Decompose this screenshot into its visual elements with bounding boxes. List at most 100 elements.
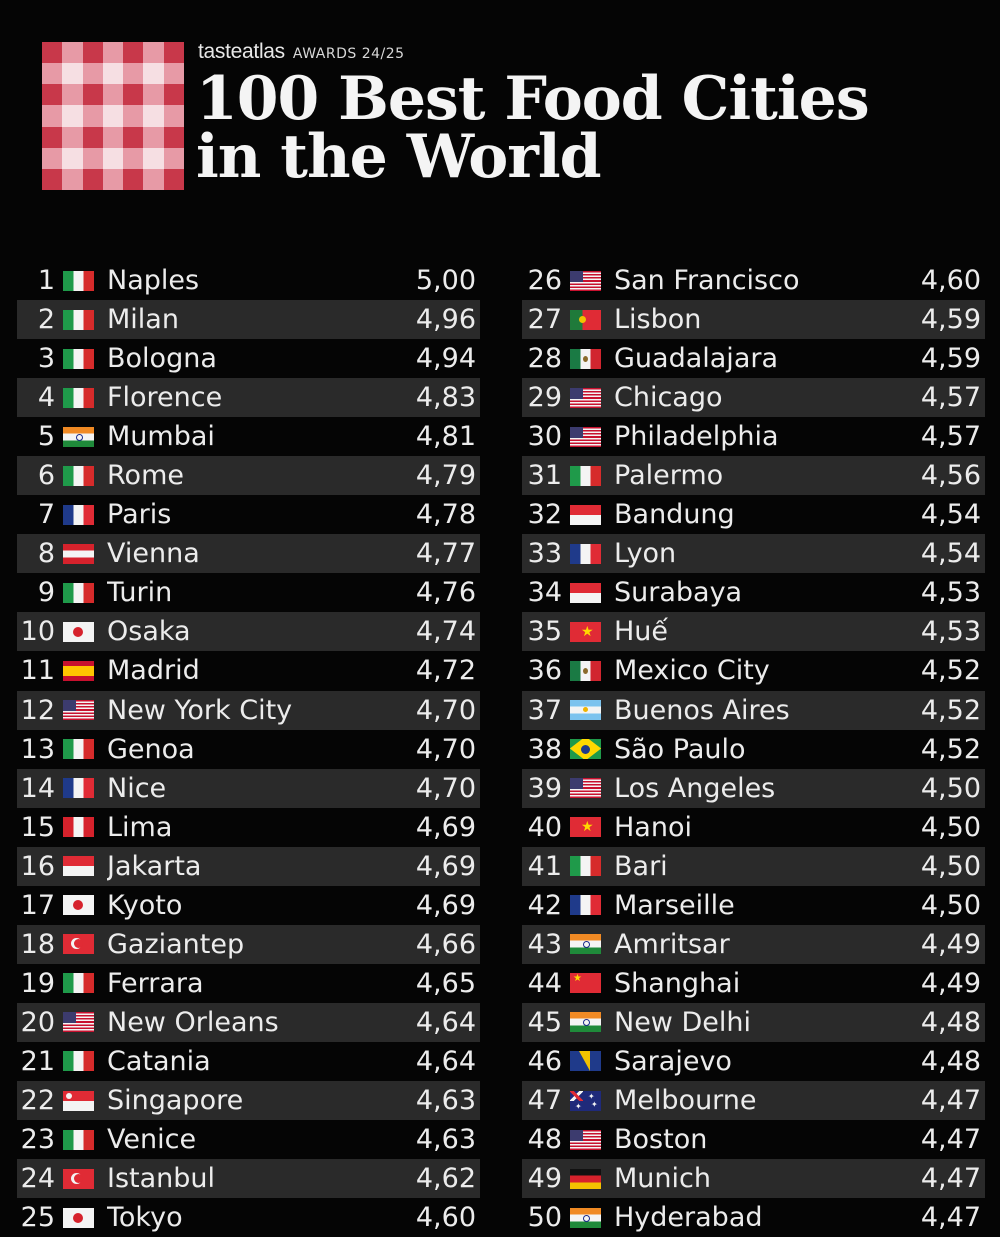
city-name: Munich [614, 1163, 711, 1195]
rank-number: 13 [20, 733, 55, 765]
logo-cell [143, 84, 164, 106]
city-name: Mexico City [614, 655, 770, 687]
france-flag-icon [63, 504, 94, 525]
italy-flag-icon [570, 856, 601, 877]
rank-number: 32 [527, 499, 562, 531]
rank-number: 18 [20, 928, 55, 960]
city-name: Venice [107, 1124, 197, 1156]
rank-number: 44 [527, 967, 562, 999]
logo-cell [82, 84, 103, 106]
logo-cell [143, 63, 164, 85]
city-name: Philadelphia [614, 421, 779, 453]
logo-cell [82, 126, 103, 148]
rank-number: 37 [527, 694, 562, 726]
logo-cell [102, 84, 124, 106]
city-name: Istanbul [107, 1163, 216, 1195]
title-line-2: in the World [196, 122, 602, 192]
rank-number: 36 [527, 655, 562, 687]
score-value: 4,52 [920, 694, 981, 726]
city-name: Bandung [614, 499, 735, 531]
rank-number: 15 [20, 811, 55, 843]
rank-number: 26 [527, 265, 562, 297]
city-name: Huế [614, 616, 669, 648]
logo-cell [82, 168, 103, 190]
ranking-row: 20 New Orleans 4,64 [17, 1002, 480, 1042]
score-value: 4,47 [920, 1202, 981, 1234]
ranking-row: 42 Marseille 4,50 [522, 886, 985, 925]
score-value: 4,53 [920, 616, 981, 648]
score-value: 4,52 [920, 733, 981, 765]
city-name: Paris [107, 499, 172, 531]
ranking-row: 25 Tokyo 4,60 [17, 1198, 480, 1237]
rank-number: 20 [20, 1006, 55, 1038]
ranking-row: 17 Kyoto 4,69 [17, 886, 480, 925]
score-value: 4,70 [415, 733, 476, 765]
germany-flag-icon [570, 1168, 601, 1189]
rank-number: 48 [527, 1124, 562, 1156]
italy-flag-icon [63, 1129, 94, 1150]
city-name: Milan [107, 304, 179, 336]
city-name: Catania [107, 1045, 211, 1077]
score-value: 4,72 [415, 655, 476, 687]
ranking-row: 40 ★ Hanoi 4,50 [522, 808, 985, 847]
logo-cell [102, 147, 124, 169]
ranking-row: 33 Lyon 4,54 [522, 534, 985, 574]
italy-flag-icon [63, 739, 94, 760]
logo-cell [82, 147, 103, 169]
ranking-row: 10 Osaka 4,74 [17, 612, 480, 652]
score-value: 4,60 [415, 1202, 476, 1234]
turkey-flag-icon [63, 1168, 94, 1189]
city-name: Boston [614, 1124, 708, 1156]
rank-number: 29 [527, 382, 562, 414]
usa-flag-icon [570, 1129, 601, 1150]
ranking-row: 23 Venice 4,63 [17, 1120, 480, 1159]
rank-number: 47 [527, 1085, 562, 1116]
india-flag-icon [63, 426, 94, 447]
city-name: Sarajevo [614, 1045, 732, 1077]
logo-cell [163, 63, 184, 85]
rank-number: 23 [20, 1124, 55, 1156]
ranking-row: 18 Gaziantep 4,66 [17, 924, 480, 964]
ranking-row: 5 Mumbai 4,81 [17, 417, 480, 456]
rank-number: 7 [37, 499, 55, 531]
city-name: Turin [107, 577, 173, 609]
peru-flag-icon [63, 817, 94, 838]
mexico-flag-icon [570, 348, 601, 369]
city-name: Bari [614, 850, 668, 882]
usa-flag-icon [570, 426, 601, 447]
ranking-row: 8 Vienna 4,77 [17, 534, 480, 574]
rank-number: 5 [37, 421, 55, 453]
rank-number: 8 [37, 538, 55, 570]
rank-number: 2 [37, 304, 55, 336]
city-name: Lisbon [614, 304, 702, 336]
ranking-row: 37 Buenos Aires 4,52 [522, 690, 985, 730]
ranking-row: 3 Bologna 4,94 [17, 339, 480, 378]
rank-number: 9 [37, 577, 55, 609]
city-name: Tokyo [107, 1202, 183, 1234]
indonesia-flag-icon [570, 504, 601, 525]
rank-number: 3 [37, 343, 55, 375]
logo-cell [123, 63, 144, 85]
italy-flag-icon [63, 973, 94, 994]
city-name: Gaziantep [107, 928, 245, 960]
spain-flag-icon [63, 660, 94, 681]
ranking-column-right: 26 San Francisco 4,60 27 Lisbon 4,59 28 Guadala… [522, 261, 985, 1237]
score-value: 4,77 [415, 538, 476, 570]
city-name: Nice [107, 772, 167, 804]
rank-number: 31 [527, 460, 562, 492]
score-value: 4,66 [415, 928, 476, 960]
ranking-row: 45 New Delhi 4,48 [522, 1002, 985, 1042]
rank-number: 27 [527, 304, 562, 336]
logo-cell [123, 168, 144, 190]
ranking-row: 22 Singapore 4,63 [17, 1080, 480, 1121]
logo-cell [163, 84, 184, 106]
score-value: 4,50 [920, 850, 981, 882]
ranking-row: 19 Ferrara 4,65 [17, 964, 480, 1003]
ranking-row: 24 Istanbul 4,62 [17, 1159, 480, 1199]
argentina-flag-icon [570, 700, 601, 721]
score-value: 4,64 [415, 1006, 476, 1038]
usa-flag-icon [63, 700, 94, 721]
city-name: Amritsar [614, 928, 730, 960]
score-value: 4,57 [920, 382, 981, 414]
ranking-row: 38 São Paulo 4,52 [522, 730, 985, 769]
